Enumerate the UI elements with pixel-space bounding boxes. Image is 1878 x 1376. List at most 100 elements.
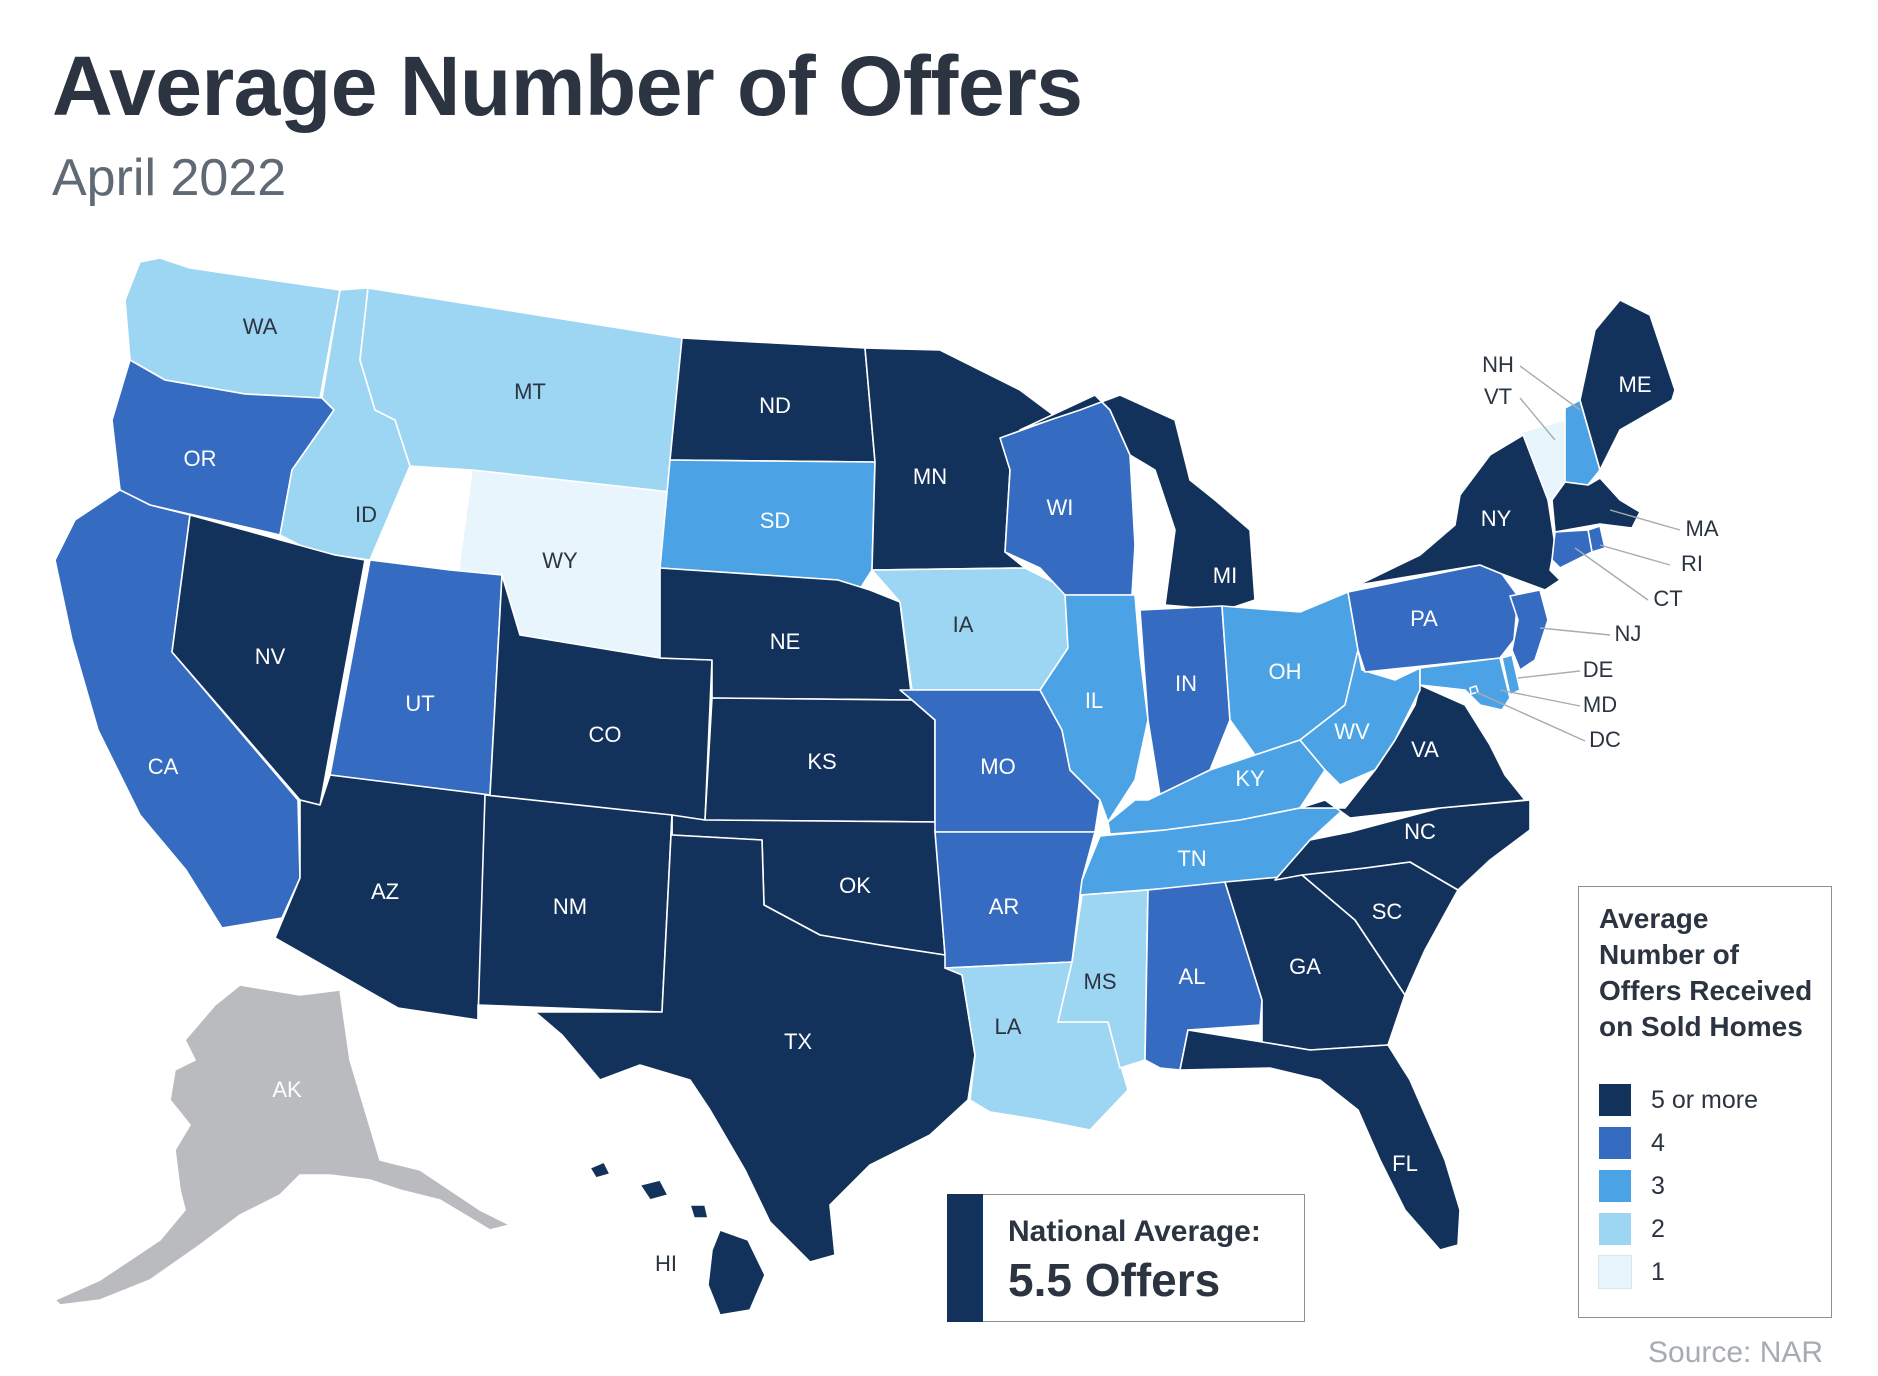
state-label-la: LA [995, 1014, 1022, 1039]
state-label-ca: CA [148, 754, 179, 779]
state-label-wv: WV [1334, 719, 1370, 744]
state-label-ok: OK [839, 873, 871, 898]
source-note: Source: NAR [1648, 1336, 1824, 1369]
leader-line-nj [1539, 627, 1611, 636]
state-label-co: CO [589, 722, 622, 747]
state-label-dc: DC [1589, 727, 1621, 752]
state-label-ct: CT [1653, 586, 1682, 611]
leader-line-ri [1599, 544, 1671, 566]
page-title: Average Number of Offers [52, 39, 1083, 133]
state-label-ga: GA [1289, 954, 1321, 979]
state-label-ny: NY [1481, 506, 1512, 531]
legend-swatch [1599, 1213, 1631, 1245]
national-average-value: 5.5 Offers [1008, 1254, 1221, 1306]
state-label-al: AL [1179, 964, 1206, 989]
state-label-ut: UT [405, 691, 434, 716]
state-label-nj: NJ [1615, 621, 1642, 646]
legend-label: 5 or more [1651, 1085, 1758, 1114]
state-me [1579, 299, 1676, 471]
legend-item-3: 3 [1599, 1169, 1665, 1203]
state-label-nv: NV [255, 644, 286, 669]
state-label-nd: ND [759, 393, 791, 418]
state-il [1039, 594, 1149, 823]
state-in [1139, 605, 1231, 796]
state-nm [477, 794, 673, 1021]
state-tn [1079, 807, 1346, 896]
state-label-fl: FL [1392, 1151, 1418, 1176]
state-label-in: IN [1175, 671, 1197, 696]
state-nc [1274, 799, 1531, 891]
leader-line-md [1499, 689, 1581, 707]
state-label-tx: TX [784, 1029, 812, 1054]
state-label-ks: KS [807, 749, 836, 774]
leader-lines [1475, 365, 1681, 742]
legend-label: 1 [1651, 1257, 1665, 1286]
leader-line-ct [1574, 547, 1649, 601]
state-label-mo: MO [980, 754, 1015, 779]
state-label-wi: WI [1047, 495, 1074, 520]
state-fl [1179, 1029, 1461, 1251]
legend-item-2: 2 [1599, 1212, 1665, 1246]
leader-line-ma [1609, 509, 1681, 531]
state-label-az: AZ [371, 879, 399, 904]
state-label-oh: OH [1269, 659, 1302, 684]
leader-line-nh [1519, 365, 1581, 411]
state-label-wy: WY [542, 548, 578, 573]
state-label-tn: TN [1177, 846, 1206, 871]
legend-swatch [1598, 1255, 1632, 1289]
legend-item-1: 1 [1598, 1255, 1665, 1289]
state-label-nc: NC [1404, 819, 1436, 844]
labels-layer: WA OR CA ID NV MT WY UT AZ CO NM ND SD NE KS OK TX MN IA MO… [148, 314, 1719, 1276]
state-tx [534, 814, 976, 1263]
leader-line-vt [1519, 397, 1556, 441]
state-label-nh: NH [1482, 352, 1514, 377]
legend-title: Average Number of Offers Received on Sol… [1599, 903, 1813, 1042]
state-label-md: MD [1583, 692, 1617, 717]
states-layer [54, 257, 1676, 1316]
state-label-ar: AR [989, 894, 1020, 919]
state-label-de: DE [1583, 657, 1614, 682]
legend-item-4: 4 [1599, 1126, 1665, 1160]
state-label-ma: MA [1686, 516, 1719, 541]
state-label-hi: HI [655, 1251, 677, 1276]
state-label-me: ME [1619, 372, 1652, 397]
legend-label: 2 [1651, 1214, 1665, 1243]
legend-swatch [1599, 1170, 1631, 1202]
state-ma [1551, 477, 1641, 533]
state-nj [1509, 589, 1549, 671]
state-de [1501, 654, 1521, 696]
leader-line-de [1517, 670, 1581, 679]
state-label-ms: MS [1084, 969, 1117, 994]
state-nh [1564, 399, 1601, 486]
state-label-il: IL [1085, 688, 1103, 713]
national-average-label: National Average: [1008, 1215, 1261, 1248]
legend-swatch [1599, 1084, 1631, 1116]
state-label-mi: MI [1213, 563, 1237, 588]
state-label-ne: NE [770, 629, 801, 654]
state-label-nm: NM [553, 894, 587, 919]
page-subtitle: April 2022 [52, 149, 287, 207]
state-label-or: OR [184, 446, 217, 471]
national-average-box: National Average: 5.5 Offers [947, 1194, 1305, 1322]
state-label-ia: IA [953, 612, 974, 637]
state-label-ri: RI [1681, 551, 1703, 576]
state-ny [1357, 424, 1561, 591]
legend-label: 4 [1651, 1128, 1665, 1157]
state-label-pa: PA [1410, 606, 1438, 631]
legend-swatch [1599, 1127, 1631, 1159]
state-label-wa: WA [243, 314, 278, 339]
national-average-accent-bar [947, 1194, 983, 1322]
state-label-va: VA [1411, 737, 1439, 762]
legend-label: 3 [1651, 1171, 1665, 1200]
state-hi [589, 1161, 766, 1316]
state-label-mt: MT [514, 379, 546, 404]
state-ct [1551, 529, 1593, 569]
state-label-sc: SC [1372, 899, 1403, 924]
state-label-mn: MN [913, 464, 947, 489]
leader-line-dc [1475, 691, 1586, 742]
state-label-vt: VT [1484, 384, 1512, 409]
state-label-ky: KY [1235, 766, 1265, 791]
state-ak [54, 984, 511, 1306]
legend-item-5-or-more: 5 or more [1599, 1083, 1758, 1117]
